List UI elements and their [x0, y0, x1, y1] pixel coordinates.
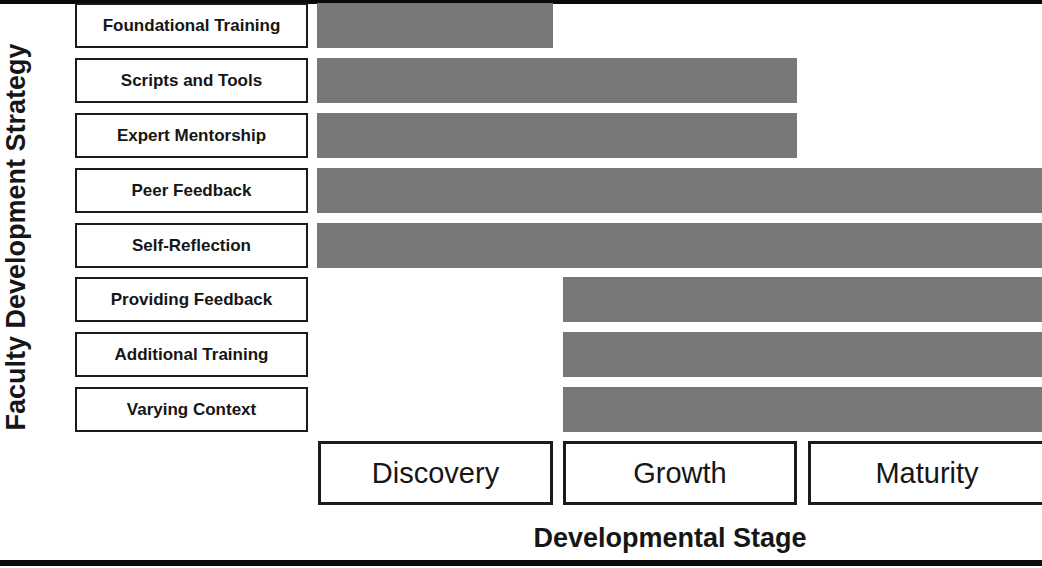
strategy-span-bar-foundational-training	[317, 3, 553, 48]
strategy-span-bar-expert-mentorship	[317, 113, 797, 158]
strategy-span-bar-peer-feedback	[317, 168, 1042, 213]
bottom-frame-line	[0, 560, 1042, 566]
strategy-label-box-self-reflection: Self-Reflection	[75, 223, 308, 268]
strategy-label-box-varying-context: Varying Context	[75, 387, 308, 432]
strategy-span-bar-additional-training	[563, 332, 1042, 377]
strategy-span-bar-providing-feedback	[563, 277, 1042, 322]
stage-box-growth: Growth	[563, 441, 797, 505]
strategy-label-box-providing-feedback: Providing Feedback	[75, 277, 308, 322]
strategy-label-box-scripts-and-tools: Scripts and Tools	[75, 58, 308, 103]
stage-box-maturity: Maturity	[808, 441, 1042, 505]
strategy-span-bar-varying-context	[563, 387, 1042, 432]
stage-box-discovery: Discovery	[318, 441, 553, 505]
strategy-label-box-foundational-training: Foundational Training	[75, 3, 308, 48]
span-chart-figure: Faculty Development Strategy Foundationa…	[0, 0, 1042, 568]
y-axis-label: Faculty Development Strategy	[1, 22, 31, 452]
strategy-label-box-additional-training: Additional Training	[75, 332, 308, 377]
strategy-label-box-peer-feedback: Peer Feedback	[75, 168, 308, 213]
strategy-label-box-expert-mentorship: Expert Mentorship	[75, 113, 308, 158]
x-axis-label: Developmental Stage	[420, 521, 920, 555]
strategy-span-bar-scripts-and-tools	[317, 58, 797, 103]
strategy-span-bar-self-reflection	[317, 223, 1042, 268]
